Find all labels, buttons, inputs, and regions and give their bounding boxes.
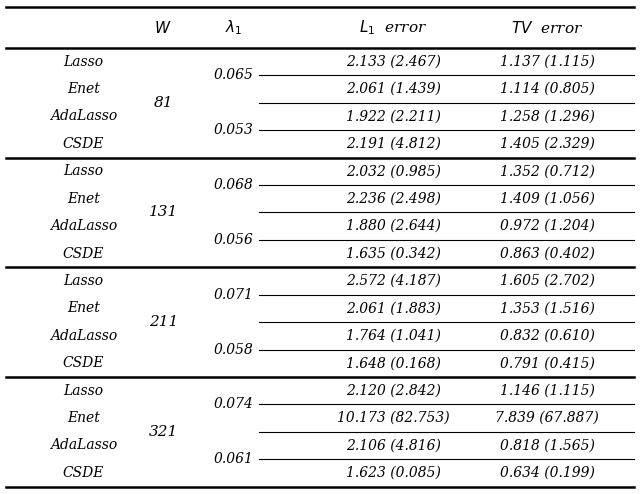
Text: 0.832 (0.610): 0.832 (0.610)	[500, 329, 595, 343]
Text: Enet: Enet	[67, 82, 100, 96]
Text: $L_1$  error: $L_1$ error	[360, 18, 428, 37]
Text: 1.648 (0.168): 1.648 (0.168)	[346, 356, 441, 370]
Text: 0.972 (1.204): 0.972 (1.204)	[500, 219, 595, 233]
Text: 1.137 (1.115): 1.137 (1.115)	[500, 55, 595, 69]
Text: 2.133 (2.467): 2.133 (2.467)	[346, 55, 441, 69]
Text: Lasso: Lasso	[63, 55, 103, 69]
Text: 0.053: 0.053	[214, 123, 253, 137]
Text: 7.839 (67.887): 7.839 (67.887)	[495, 411, 599, 425]
Text: 211: 211	[148, 315, 178, 329]
Text: 1.258 (1.296): 1.258 (1.296)	[500, 110, 595, 124]
Text: 0.065: 0.065	[214, 68, 253, 82]
Text: AdaLasso: AdaLasso	[49, 110, 117, 124]
Text: 2.191 (4.812): 2.191 (4.812)	[346, 137, 441, 151]
Text: 2.106 (4.816): 2.106 (4.816)	[346, 439, 441, 453]
Text: Enet: Enet	[67, 301, 100, 315]
Text: CSDE: CSDE	[63, 356, 104, 370]
Text: 2.061 (1.883): 2.061 (1.883)	[346, 301, 441, 315]
Text: 0.634 (0.199): 0.634 (0.199)	[500, 466, 595, 480]
Text: 2.572 (4.187): 2.572 (4.187)	[346, 274, 441, 288]
Text: CSDE: CSDE	[63, 137, 104, 151]
Text: Enet: Enet	[67, 411, 100, 425]
Text: 81: 81	[154, 96, 173, 110]
Text: 1.405 (2.329): 1.405 (2.329)	[500, 137, 595, 151]
Text: 10.173 (82.753): 10.173 (82.753)	[337, 411, 450, 425]
Text: AdaLasso: AdaLasso	[49, 329, 117, 343]
Text: 1.635 (0.342): 1.635 (0.342)	[346, 247, 441, 260]
Text: 2.061 (1.439): 2.061 (1.439)	[346, 82, 441, 96]
Text: 0.068: 0.068	[214, 178, 253, 192]
Text: 0.058: 0.058	[214, 342, 253, 357]
Text: AdaLasso: AdaLasso	[49, 439, 117, 453]
Text: 0.074: 0.074	[214, 397, 253, 412]
Text: CSDE: CSDE	[63, 247, 104, 260]
Text: 1.146 (1.115): 1.146 (1.115)	[500, 384, 595, 398]
Text: 0.056: 0.056	[214, 233, 253, 247]
Text: Lasso: Lasso	[63, 165, 103, 178]
Text: 1.605 (2.702): 1.605 (2.702)	[500, 274, 595, 288]
Text: AdaLasso: AdaLasso	[49, 219, 117, 233]
Text: $\lambda_1$: $\lambda_1$	[225, 18, 243, 37]
Text: 0.863 (0.402): 0.863 (0.402)	[500, 247, 595, 260]
Text: 321: 321	[148, 425, 178, 439]
Text: Lasso: Lasso	[63, 274, 103, 288]
Text: 0.818 (1.565): 0.818 (1.565)	[500, 439, 595, 453]
Text: 1.353 (1.516): 1.353 (1.516)	[500, 301, 595, 315]
Text: 0.061: 0.061	[214, 452, 253, 466]
Text: 0.791 (0.415): 0.791 (0.415)	[500, 356, 595, 370]
Text: 0.071: 0.071	[214, 288, 253, 302]
Text: 1.764 (1.041): 1.764 (1.041)	[346, 329, 441, 343]
Text: 1.880 (2.644): 1.880 (2.644)	[346, 219, 441, 233]
Text: 2.120 (2.842): 2.120 (2.842)	[346, 384, 441, 398]
Text: 1.352 (0.712): 1.352 (0.712)	[500, 165, 595, 178]
Text: 2.032 (0.985): 2.032 (0.985)	[346, 165, 441, 178]
Text: 1.922 (2.211): 1.922 (2.211)	[346, 110, 441, 124]
Text: 1.623 (0.085): 1.623 (0.085)	[346, 466, 441, 480]
Text: CSDE: CSDE	[63, 466, 104, 480]
Text: 2.236 (2.498): 2.236 (2.498)	[346, 192, 441, 206]
Text: Lasso: Lasso	[63, 384, 103, 398]
Text: 1.114 (0.805): 1.114 (0.805)	[500, 82, 595, 96]
Text: $TV$  error: $TV$ error	[511, 20, 583, 36]
Text: Enet: Enet	[67, 192, 100, 206]
Text: 131: 131	[148, 206, 178, 219]
Text: $W$: $W$	[154, 20, 172, 36]
Text: 1.409 (1.056): 1.409 (1.056)	[500, 192, 595, 206]
